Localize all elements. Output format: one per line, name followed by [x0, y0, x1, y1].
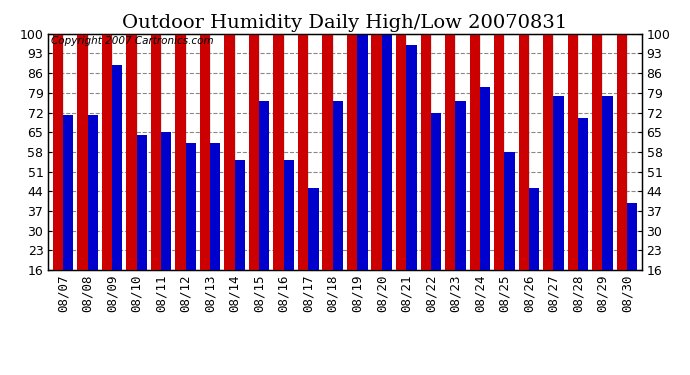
Bar — [553, 96, 564, 270]
Bar — [494, 0, 504, 270]
Bar — [470, 0, 480, 270]
Bar — [308, 188, 319, 270]
Bar — [137, 135, 147, 270]
Bar — [431, 112, 441, 270]
Bar — [504, 152, 515, 270]
Bar — [406, 45, 417, 270]
Text: Copyright 2007 Cartronics.com: Copyright 2007 Cartronics.com — [51, 36, 214, 46]
Bar — [77, 0, 88, 270]
Bar — [578, 118, 589, 270]
Bar — [284, 160, 294, 270]
Bar — [382, 0, 392, 270]
Bar — [52, 0, 63, 270]
Bar — [592, 0, 602, 270]
Bar — [627, 202, 638, 270]
Bar — [445, 0, 455, 270]
Bar — [396, 0, 406, 270]
Bar — [126, 0, 137, 270]
Bar — [357, 0, 368, 270]
Bar — [519, 0, 529, 270]
Bar — [273, 6, 284, 270]
Bar — [568, 0, 578, 270]
Bar — [63, 116, 73, 270]
Bar — [455, 101, 466, 270]
Bar — [602, 96, 613, 270]
Bar — [333, 101, 343, 270]
Bar — [322, 0, 333, 270]
Bar — [112, 64, 122, 270]
Bar — [224, 0, 235, 270]
Bar — [186, 144, 196, 270]
Bar — [420, 0, 431, 270]
Bar — [347, 0, 357, 270]
Bar — [371, 0, 382, 270]
Bar — [298, 0, 308, 270]
Bar — [480, 87, 490, 270]
Bar — [617, 0, 627, 270]
Bar — [101, 0, 112, 270]
Bar — [235, 160, 245, 270]
Bar — [161, 132, 171, 270]
Bar — [200, 0, 210, 270]
Bar — [151, 0, 161, 270]
Bar — [210, 144, 220, 270]
Title: Outdoor Humidity Daily High/Low 20070831: Outdoor Humidity Daily High/Low 20070831 — [122, 14, 568, 32]
Bar — [259, 101, 270, 270]
Bar — [175, 0, 186, 270]
Bar — [88, 116, 98, 270]
Bar — [249, 0, 259, 270]
Bar — [543, 26, 553, 270]
Bar — [529, 188, 539, 270]
